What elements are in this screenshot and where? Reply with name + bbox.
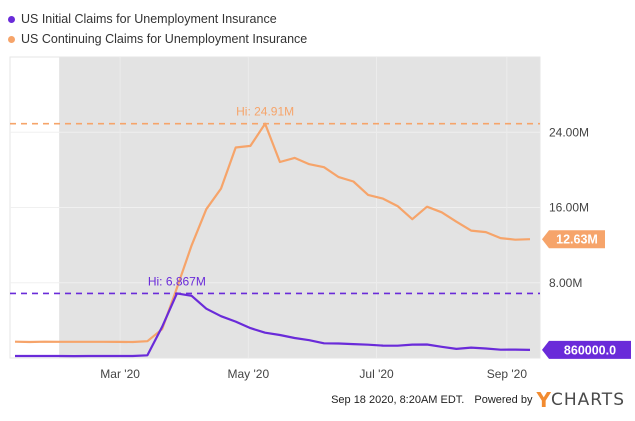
last-value-tag-initial-claims: 860000.0: [542, 340, 631, 359]
chart-legend: US Initial Claims for Unemployment Insur…: [8, 9, 307, 49]
footer: Sep 18 2020, 8:20AM EDT. Powered by Y CH…: [331, 389, 625, 411]
legend-label-initial-claims: US Initial Claims for Unemployment Insur…: [21, 12, 277, 26]
y-tick-label: 24.00M: [549, 125, 589, 139]
high-label-initial-claims: Hi: 6.867M: [148, 274, 206, 288]
x-tick-label: Mar '20: [100, 367, 140, 381]
series-line-continuing-claims[interactable]: [14, 122, 531, 344]
x-tick-label: Sep '20: [487, 367, 528, 381]
last-value-label-initial-claims: 860000.0: [564, 343, 616, 357]
ycharts-logo-y: Y: [536, 388, 551, 412]
series-line-initial-claims[interactable]: [15, 292, 531, 358]
ycharts-logo[interactable]: Y CHARTS: [536, 390, 625, 410]
legend-item-continuing-claims[interactable]: US Continuing Claims for Unemployment In…: [8, 29, 307, 49]
timestamp: Sep 18 2020, 8:20AM EDT.: [331, 394, 465, 406]
x-tick-label: May '20: [227, 367, 269, 381]
legend-marker-initial-claims: [8, 15, 15, 23]
last-value-label-continuing-claims: 12.63M: [556, 233, 598, 247]
x-tick-label: Jul '20: [359, 367, 394, 381]
y-tick-label: 16.00M: [549, 201, 589, 215]
ycharts-logo-text: CHARTS: [550, 389, 625, 410]
last-value-tag-continuing-claims: 12.63M: [542, 230, 605, 249]
last-value-tag-shape-initial-claims: [542, 340, 631, 359]
legend-label-continuing-claims: US Continuing Claims for Unemployment In…: [21, 32, 308, 46]
legend-marker-continuing-claims: [8, 35, 15, 43]
legend-item-initial-claims[interactable]: US Initial Claims for Unemployment Insur…: [8, 9, 307, 29]
y-tick-label: 8.00M: [549, 276, 582, 290]
last-value-tag-shape-continuing-claims: [542, 230, 605, 249]
high-label-continuing-claims: Hi: 24.91M: [236, 105, 294, 119]
powered-by-label: Powered by: [474, 394, 533, 406]
